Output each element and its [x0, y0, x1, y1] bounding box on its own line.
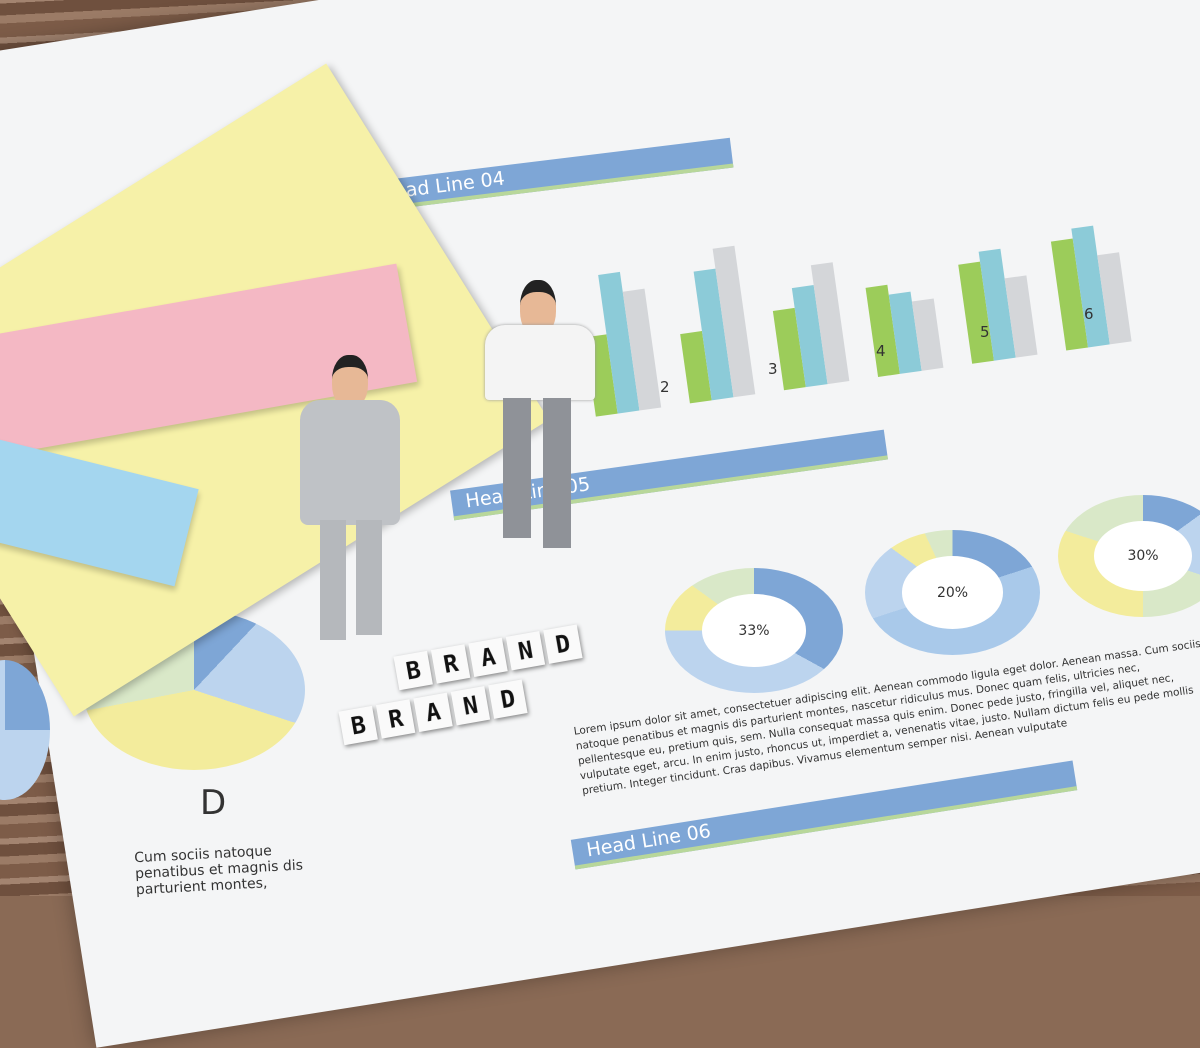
donut-chart: 30%	[1058, 495, 1200, 617]
donut-chart: 33%	[665, 568, 843, 693]
bar-label: 6	[1084, 305, 1094, 323]
bar-label: 3	[768, 360, 778, 378]
bar-label: 4	[876, 342, 886, 360]
donut-chart: 20%	[865, 530, 1040, 655]
donut-label: 30%	[1093, 520, 1193, 592]
bar-label: 2	[660, 378, 670, 396]
donut-label: 20%	[901, 556, 1004, 629]
businessman-figure-gray-suit	[290, 355, 410, 655]
pie-label: D	[200, 783, 227, 823]
businessman-figure-white-shirt	[465, 280, 615, 570]
bar-label: 5	[980, 323, 990, 341]
donut-label: 33%	[702, 594, 806, 667]
